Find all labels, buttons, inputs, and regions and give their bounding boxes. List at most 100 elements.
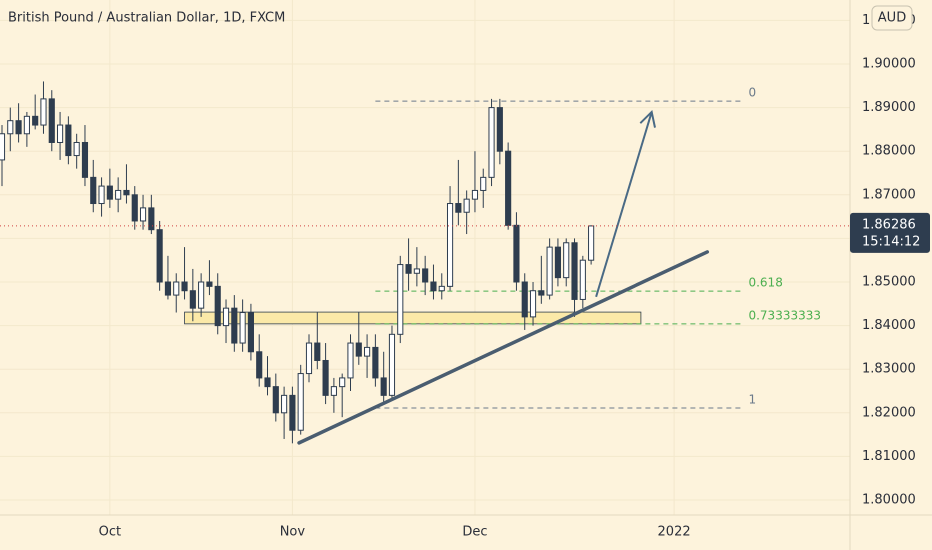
candle-body: [588, 225, 595, 261]
x-tick-label: Dec: [462, 525, 487, 540]
candle-body: [73, 141, 80, 157]
candle-body: [413, 268, 420, 274]
candle-body: [247, 312, 254, 353]
candle-body: [529, 290, 537, 318]
fib-label: 0.618: [748, 276, 782, 290]
y-tick-label: 1.85000: [862, 275, 916, 290]
candle-body: [139, 207, 147, 222]
x-tick-label: 2022: [658, 525, 691, 540]
candle-body: [90, 176, 97, 205]
candle-body: [463, 198, 470, 213]
candle-body: [131, 194, 138, 222]
candle-body: [563, 242, 570, 279]
candle-body: [438, 285, 445, 292]
candle-body: [81, 141, 89, 178]
fib-label: 0.73333333: [748, 308, 821, 322]
candle-body: [23, 115, 30, 135]
candle-body: [289, 394, 296, 431]
candle-body: [339, 377, 346, 388]
candle-body: [513, 224, 520, 283]
candle-body: [264, 377, 271, 388]
y-tick-label: 1.90000: [862, 57, 916, 72]
countdown: 15:14:12: [862, 234, 920, 249]
arrow-line: [595, 111, 653, 298]
candle-body: [214, 285, 221, 327]
y-tick-label: 1.88000: [862, 144, 916, 159]
candle-body: [521, 281, 528, 318]
candle-body: [446, 203, 454, 287]
candle-body: [115, 189, 122, 200]
last-price-box: [850, 212, 930, 253]
candle-body: [554, 246, 561, 279]
candle-body: [364, 346, 371, 357]
candle-body: [281, 394, 288, 414]
candle-body: [471, 189, 479, 200]
y-tick-label: 1.87000: [862, 187, 916, 202]
candle-body: [480, 176, 487, 191]
candle-body: [422, 268, 429, 283]
candle-body: [272, 386, 279, 414]
candle-body: [488, 107, 495, 178]
candle-body: [305, 342, 313, 375]
arrow-head: [639, 109, 656, 128]
candle-body: [15, 120, 22, 135]
candle-body: [98, 185, 105, 205]
candle-body: [148, 207, 155, 231]
y-tick-label: 1.83000: [862, 362, 916, 377]
candle-body: [297, 373, 304, 431]
trendline: [297, 250, 710, 445]
candle-body: [496, 107, 503, 152]
candle-body: [181, 281, 188, 292]
candle-body: [106, 185, 113, 200]
candle-body: [189, 290, 196, 309]
candle-body: [380, 377, 387, 396]
candle-body: [314, 342, 321, 361]
candle-body: [32, 115, 39, 126]
candle-body: [231, 307, 238, 344]
currency-box[interactable]: [871, 5, 913, 31]
candle-body: [123, 189, 130, 196]
candle-body: [222, 307, 230, 327]
candle-body: [538, 290, 545, 296]
candle-body: [455, 203, 462, 213]
y-tick-label: 1.82000: [862, 405, 916, 420]
candle-body: [40, 98, 47, 126]
y-tick-label: 1.89000: [862, 100, 916, 115]
candle-body: [372, 346, 379, 379]
candle-body: [579, 259, 586, 300]
candle-body: [505, 150, 512, 226]
y-tick-label: 1.84000: [862, 318, 916, 333]
candle-body: [546, 246, 553, 296]
candle-body: [164, 281, 172, 296]
candle-body: [388, 333, 396, 396]
x-tick-label: Nov: [280, 525, 306, 540]
candle-body: [57, 124, 64, 143]
candle-body: [571, 242, 578, 300]
candle-body: [256, 351, 263, 379]
candle-body: [173, 281, 180, 296]
candle-body: [0, 133, 6, 161]
candle-body: [347, 342, 354, 379]
candle-body: [355, 342, 362, 357]
fib-label: 1: [748, 393, 756, 407]
candle-body: [156, 229, 163, 283]
candle-body: [65, 124, 72, 157]
chart-title: British Pound / Australian Dollar, 1D, F…: [8, 11, 285, 26]
candle-body: [7, 120, 14, 135]
candle-body: [430, 281, 437, 292]
currency[interactable]: AUD: [878, 11, 906, 26]
last-price-label: 1.86286: [862, 217, 916, 232]
y-tick-label: 1.81000: [862, 449, 916, 464]
candle-body: [322, 359, 329, 396]
fib-label: 0: [748, 86, 756, 100]
candle-body: [397, 264, 404, 335]
candle-body: [405, 264, 412, 274]
candle-body: [198, 281, 205, 309]
candle-body: [239, 312, 246, 344]
candle-body: [330, 386, 337, 396]
y-tick-label: 1.80000: [862, 493, 916, 508]
x-tick-label: Oct: [99, 525, 121, 540]
candle-body: [48, 98, 55, 143]
